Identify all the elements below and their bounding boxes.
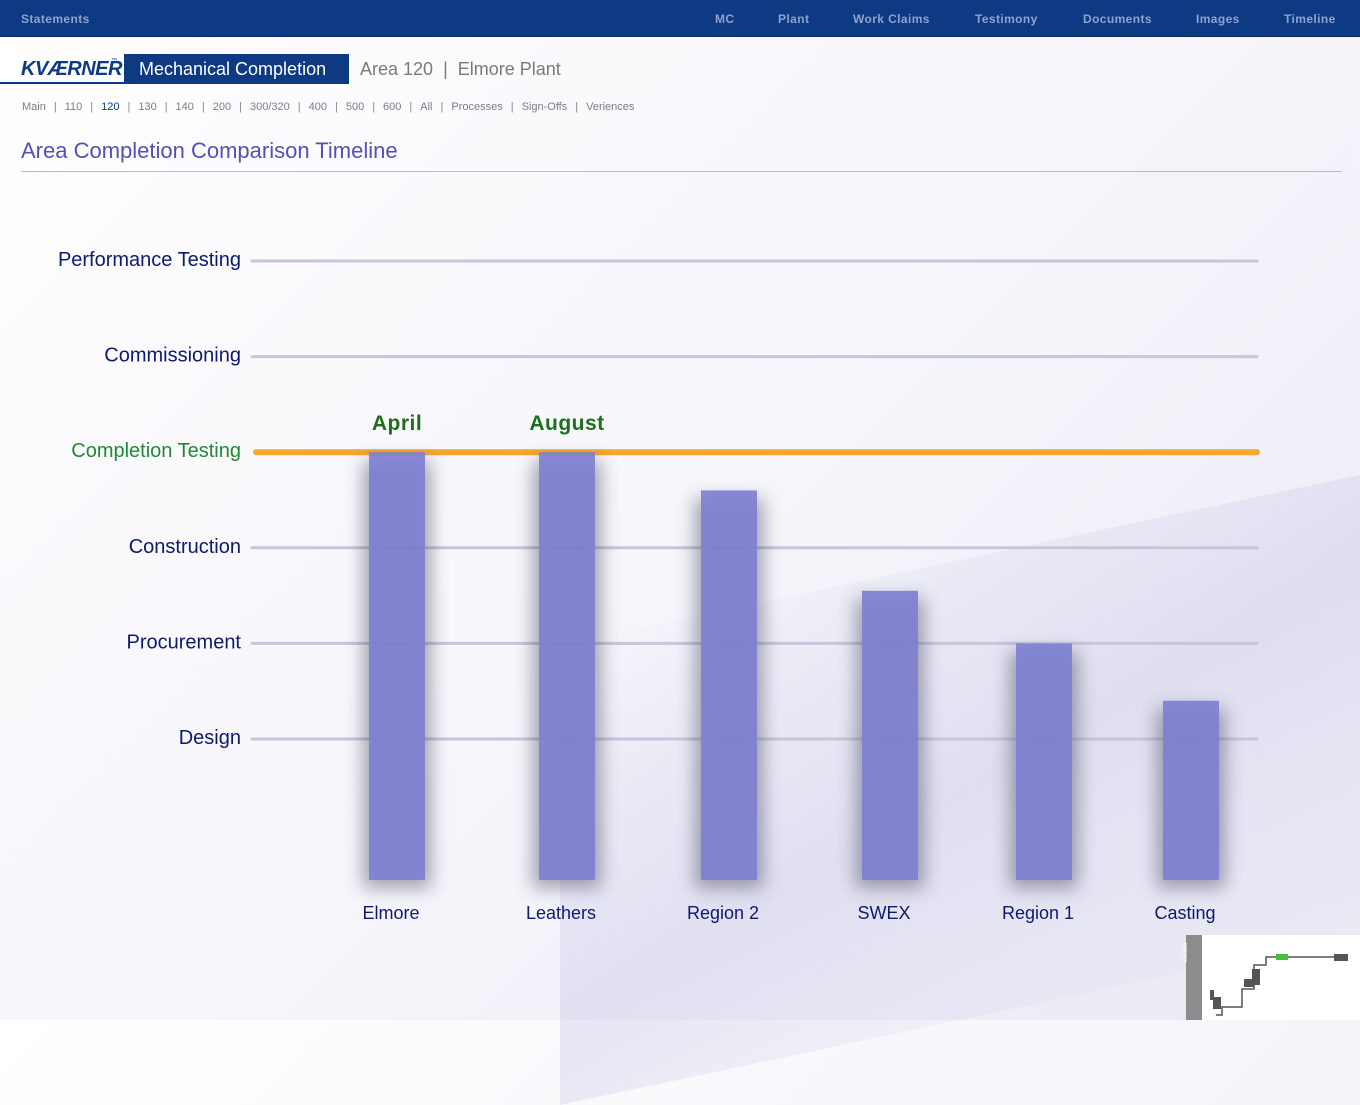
trademark-mark: ™ <box>111 58 117 64</box>
subnav-item-all[interactable]: All <box>420 101 433 113</box>
nav-timeline[interactable]: Timeline <box>1284 12 1336 26</box>
category-label-leathers: Leathers <box>526 903 596 923</box>
bar-swex <box>862 590 918 880</box>
subnav-item-130[interactable]: 130 <box>138 101 157 113</box>
subnav-item-500[interactable]: 500 <box>345 101 365 113</box>
subnav-item-600[interactable]: 600 <box>383 101 402 113</box>
stage-label-procurement: Procurement <box>127 631 242 653</box>
annotation-april: April <box>372 412 422 435</box>
bar-region-1 <box>1016 643 1072 880</box>
locator-minimap[interactable]: Locator <box>1183 935 1360 1020</box>
subnav-item-400[interactable]: 400 <box>308 101 327 113</box>
nav-plant[interactable]: Plant <box>778 12 810 26</box>
category-label-swex: SWEX <box>857 903 910 923</box>
bar-region-2 <box>701 490 757 880</box>
bar-leathers <box>539 452 595 880</box>
subnav-separator: | <box>440 101 444 113</box>
subnav-item-sign-offs[interactable]: Sign-Offs <box>521 101 568 113</box>
nav-testimony[interactable]: Testimony <box>975 12 1038 26</box>
subnav-separator: | <box>127 101 131 113</box>
category-label-elmore: Elmore <box>362 903 419 923</box>
sub-navigation: Main | 110 | 120 | 130 | 140 | 200 | 300/320 | 400 | 500… <box>22 101 634 113</box>
annotation-august: August <box>529 412 604 435</box>
subnav-separator: | <box>334 101 338 113</box>
stage-label-performance-testing: Performance Testing <box>58 249 241 271</box>
subnav-separator: | <box>90 101 94 113</box>
plant-name: Elmore Plant <box>457 59 561 79</box>
brand-logo-box: KVÆRNER ™ <box>0 54 124 84</box>
category-label-region-1: Region 1 <box>1002 903 1074 923</box>
stage-label-construction: Construction <box>129 536 241 558</box>
subnav-item-veriences[interactable]: Veriences <box>586 101 635 113</box>
subnav-separator: | <box>201 101 205 113</box>
subnav-separator: | <box>575 101 579 113</box>
subnav-item-120[interactable]: 120 <box>101 101 120 113</box>
nav-images[interactable]: Images <box>1196 12 1240 26</box>
nav-documents[interactable]: Documents <box>1083 12 1152 26</box>
title-separator: | <box>443 59 448 79</box>
area-name: Area 120 <box>360 59 434 79</box>
subnav-separator: | <box>409 101 413 113</box>
top-nav-bar: Statements MC Plant Work Claims Testimon… <box>0 0 1360 37</box>
nav-mc[interactable]: MC <box>715 12 735 26</box>
subnav-separator: | <box>372 101 376 113</box>
section-title: Mechanical Completion <box>124 54 349 84</box>
subnav-separator: | <box>510 101 514 113</box>
bar-elmore <box>369 452 425 880</box>
nav-work-claims[interactable]: Work Claims <box>853 12 930 26</box>
subnav-item-main[interactable]: Main <box>22 101 46 113</box>
kvaerner-logo: KVÆRNER <box>21 58 122 80</box>
subnav-separator: | <box>239 101 242 113</box>
bar-casting <box>1163 700 1219 880</box>
stage-label-design: Design <box>179 727 241 749</box>
page-title: Area Completion Comparison Timeline <box>21 138 398 163</box>
title-divider <box>21 171 1342 172</box>
subnav-item-200[interactable]: 200 <box>212 101 232 113</box>
stage-label-completion-testing: Completion Testing <box>71 440 241 462</box>
completion-timeline-chart: Design Procurement Construction Completion … <box>58 249 1260 923</box>
category-label-casting: Casting <box>1154 903 1215 923</box>
subnav-separator: | <box>164 101 168 113</box>
area-title: Area 120 | Elmore Plant <box>360 59 561 80</box>
stage-label-commissioning: Commissioning <box>104 345 241 367</box>
subnav-item-300-320[interactable]: 300/320 <box>249 101 290 113</box>
locator-map-icon <box>1210 954 1348 1016</box>
subnav-item-110[interactable]: 110 <box>64 101 83 113</box>
subnav-separator: | <box>297 101 301 113</box>
category-label-region-2: Region 2 <box>687 903 759 923</box>
nav-statements[interactable]: Statements <box>21 12 90 26</box>
subnav-item-140[interactable]: 140 <box>175 101 194 113</box>
subnav-separator: | <box>53 101 57 113</box>
subnav-item-processes[interactable]: Processes <box>451 101 503 113</box>
locator-tab: Locator <box>1183 935 1202 1020</box>
